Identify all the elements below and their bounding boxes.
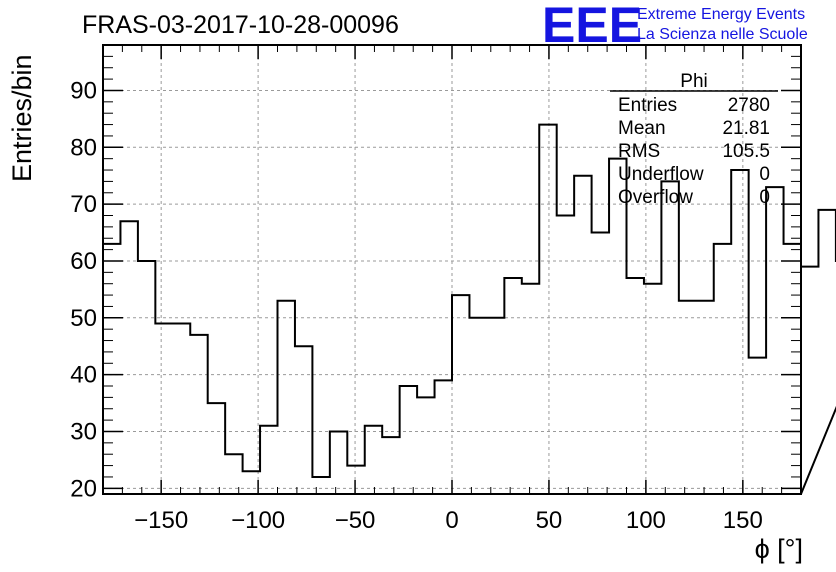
stats-entries-value: 2780: [728, 95, 770, 116]
y-axis-ticks: 20 30 40 50 60 70 80 90: [70, 55, 801, 502]
logo-line-2: La Scienza nelle Scuole: [637, 26, 808, 43]
histogram-bin: [818, 210, 835, 494]
histogram-bin: [173, 323, 190, 494]
eee-logo: EEE: [542, 0, 642, 53]
chart-title: FRAS-03-2017-10-28-00096: [82, 11, 399, 39]
histogram-bin: [661, 181, 678, 494]
y-tick-label: 70: [70, 191, 97, 218]
x-tick-label: 0: [445, 507, 458, 534]
stats-box: Phi Entries 2780 Mean 21.81 RMS 105.5 Un…: [610, 71, 778, 208]
histogram-bin: [557, 216, 574, 494]
histogram-bin: [504, 278, 521, 494]
grid-lines: [103, 45, 801, 494]
histogram-bin: [365, 426, 382, 494]
stats-mean-label: Mean: [618, 118, 666, 139]
y-axis-label: Entries/bin: [7, 54, 37, 182]
y-tick-label: 50: [70, 305, 97, 332]
x-tick-label: −150: [134, 507, 188, 534]
y-tick-label: 40: [70, 362, 97, 389]
x-tick-label: −50: [335, 507, 376, 534]
stats-box-title: Phi: [680, 71, 707, 92]
histogram-bin: [347, 466, 364, 494]
stats-underflow-value: 0: [759, 164, 770, 185]
stats-rms-label: RMS: [618, 141, 660, 162]
histogram-bin: [225, 454, 242, 494]
y-tick-label: 80: [70, 134, 97, 161]
histogram-bin: [400, 386, 417, 494]
histogram-bin: [644, 284, 661, 494]
histogram-bin: [295, 346, 312, 494]
y-tick-label: 20: [70, 475, 97, 502]
histogram-bin: [766, 187, 783, 494]
histogram-bin: [627, 278, 644, 494]
histogram-bin: [155, 323, 172, 494]
histogram-bin: [278, 301, 295, 494]
histogram-bin: [312, 477, 329, 494]
histogram-bin: [190, 335, 207, 494]
histogram-bin: [260, 426, 277, 494]
histogram-bin: [784, 244, 801, 494]
histogram-bin: [487, 318, 504, 494]
y-tick-label: 30: [70, 418, 97, 445]
x-tick-label: 100: [626, 507, 666, 534]
histogram-bin: [609, 159, 626, 494]
histogram-bin: [749, 358, 766, 494]
histogram-bin: [522, 284, 539, 494]
x-axis-ticks: −150 −100 −50 0 50 100 150: [121, 45, 783, 534]
stats-underflow-label: Underflow: [618, 164, 704, 185]
histogram-bin: [696, 301, 713, 494]
histogram-bin: [417, 397, 434, 494]
y-tick-label: 90: [70, 77, 97, 104]
histogram-bin: [103, 244, 120, 494]
histogram-bin: [679, 301, 696, 494]
histogram-bin: [208, 403, 225, 494]
x-axis-label: ϕ [°]: [755, 534, 803, 564]
histogram-bin: [592, 233, 609, 494]
histogram-bin: [469, 318, 486, 494]
logo-line-1: Extreme Energy Events: [637, 6, 805, 23]
histogram-bin: [731, 170, 748, 494]
histogram-bin: [138, 261, 155, 494]
stats-mean-value: 21.81: [722, 118, 770, 139]
x-tick-label: 150: [723, 507, 763, 534]
histogram-bin: [120, 221, 137, 494]
stats-entries-label: Entries: [618, 95, 677, 116]
x-tick-label: −100: [231, 507, 285, 534]
histogram-bin: [452, 295, 469, 494]
histogram-bin: [435, 380, 452, 494]
histogram-bin: [539, 125, 556, 494]
histogram-bin: [330, 431, 347, 494]
stats-overflow-label: Overflow: [618, 187, 693, 208]
histogram-bin: [714, 244, 731, 494]
histogram-bin: [574, 176, 591, 494]
stats-rms-value: 105.5: [722, 141, 770, 162]
histogram-bin: [382, 437, 399, 494]
stats-overflow-value: 0: [759, 187, 770, 208]
x-tick-label: 50: [536, 507, 563, 534]
y-tick-label: 60: [70, 248, 97, 275]
